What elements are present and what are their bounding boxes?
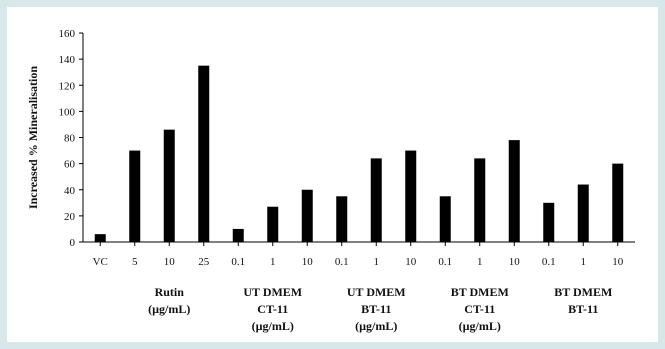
group-label-1-line-2: (µg/mL) <box>252 319 294 333</box>
x-tick-label: 0.1 <box>335 256 349 268</box>
group-label-1-line-1: CT-11 <box>257 302 288 316</box>
y-tick-label: 80 <box>64 133 76 145</box>
x-tick-label: 1 <box>581 256 587 268</box>
bar-9 <box>405 150 417 242</box>
axes-layer <box>79 32 635 246</box>
y-tick-label: 60 <box>64 159 76 171</box>
x-tick-label: 25 <box>198 256 210 268</box>
y-tick-label: 40 <box>64 185 76 197</box>
labels-layer: 0 20 40 60 80 100 120 140 160 Increased % Mineral… <box>26 28 624 333</box>
bar-8 <box>370 158 382 242</box>
x-tick-label: 10 <box>405 256 417 268</box>
bar-12 <box>508 140 520 242</box>
x-tick-label: 1 <box>374 256 380 268</box>
x-tick-label: 10 <box>302 256 314 268</box>
bar-13 <box>543 202 555 242</box>
x-tick-label: 10 <box>509 256 521 268</box>
y-axis-title: Increased % Mineralisation <box>26 66 40 209</box>
x-tick-label: 1 <box>270 256 276 268</box>
y-tick-label: 20 <box>64 211 76 223</box>
group-label-0-line-0: Rutin <box>155 285 185 299</box>
group-label-0-line-1: (µg/mL) <box>148 302 190 316</box>
y-tick-label: 120 <box>59 80 76 92</box>
bar-3 <box>198 65 210 242</box>
x-tick-label: 0.1 <box>438 256 452 268</box>
x-tick-label: 10 <box>164 256 176 268</box>
bar-15 <box>612 163 624 242</box>
chart-panel: 0 20 40 60 80 100 120 140 160 Increased % Mineral… <box>7 7 658 342</box>
bar-11 <box>474 158 486 242</box>
group-label-4-line-0: BT DMEM <box>554 285 612 299</box>
group-label-2-line-2: (µg/mL) <box>355 319 397 333</box>
bar-0 <box>94 234 106 242</box>
group-label-3-line-2: (µg/mL) <box>459 319 501 333</box>
bar-14 <box>577 184 589 242</box>
group-label-2-line-0: UT DMEM <box>347 285 406 299</box>
group-label-3-line-1: CT-11 <box>464 302 495 316</box>
group-label-1-line-0: UT DMEM <box>243 285 302 299</box>
bar-10 <box>439 196 451 242</box>
bar-6 <box>301 189 313 242</box>
bar-1 <box>129 150 141 242</box>
y-tick-label: 100 <box>59 106 76 118</box>
y-tick-label: 160 <box>59 28 76 40</box>
y-tick-label: 0 <box>70 237 76 249</box>
x-tick-label: 1 <box>477 256 483 268</box>
bar-2 <box>163 129 175 242</box>
group-label-4-line-1: BT-11 <box>568 302 598 316</box>
bar-4 <box>232 228 244 242</box>
x-tick-label: 5 <box>132 256 138 268</box>
x-tick-label: 10 <box>612 256 624 268</box>
group-label-2-line-1: BT-11 <box>361 302 391 316</box>
group-label-3-line-0: BT DMEM <box>451 285 509 299</box>
bars-layer <box>94 65 624 242</box>
bar-5 <box>267 206 279 242</box>
x-tick-label: VC <box>93 256 108 268</box>
x-tick-label: 0.1 <box>231 256 245 268</box>
y-tick-label: 140 <box>59 54 76 66</box>
bar-7 <box>336 196 348 242</box>
bar-chart: 0 20 40 60 80 100 120 140 160 Increased % Mineral… <box>26 28 635 333</box>
x-tick-label: 0.1 <box>542 256 556 268</box>
